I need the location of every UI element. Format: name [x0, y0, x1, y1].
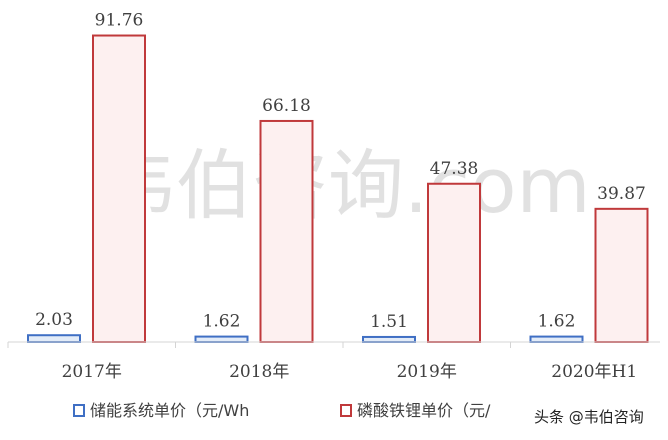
bars-layer: 2.03 91.76 1.62 66.18 1.51 47.38 1.62 39.87	[27, 11, 649, 344]
x-tick-label: 2019年	[397, 362, 457, 382]
x-tick-label: 2018年	[229, 362, 289, 382]
bar-s2-1	[92, 34, 146, 343]
bar-s1-4	[529, 335, 584, 344]
bar-s2-3	[427, 182, 481, 343]
bar-value-label: 91.76	[95, 11, 144, 31]
bar-s2-4	[594, 207, 649, 343]
legend-swatch-2	[340, 404, 352, 417]
bar-value-label: 2.03	[35, 310, 73, 330]
x-axis-ticks: 2017年 2018年 2019年 2020年H1	[7, 342, 637, 382]
legend: 储能系统单价（元/Wh 磷酸铁锂单价（元/	[73, 401, 491, 420]
legend-swatch-1	[73, 404, 85, 417]
x-tick-label: 2017年	[62, 362, 122, 382]
bar-s1-1	[27, 334, 81, 343]
bar-s1-2	[194, 335, 249, 344]
bar-value-label: 1.62	[538, 312, 576, 332]
attribution-text: 头条 @韦伯咨询	[534, 408, 644, 426]
bar-value-label: 39.87	[597, 184, 646, 204]
legend-label-2: 磷酸铁锂单价（元/	[357, 401, 491, 420]
watermark-text: 韦伯咨询.com	[100, 141, 590, 230]
bar-value-label: 66.18	[262, 96, 311, 116]
legend-label-1: 储能系统单价（元/Wh	[90, 401, 249, 420]
bar-value-label: 47.38	[430, 159, 479, 179]
x-tick-label: 2020年H1	[551, 362, 637, 382]
bar-value-label: 1.51	[370, 312, 408, 332]
bar-s2-2	[259, 119, 314, 343]
bar-s1-3	[362, 335, 416, 344]
bar-value-label: 1.62	[203, 312, 241, 332]
